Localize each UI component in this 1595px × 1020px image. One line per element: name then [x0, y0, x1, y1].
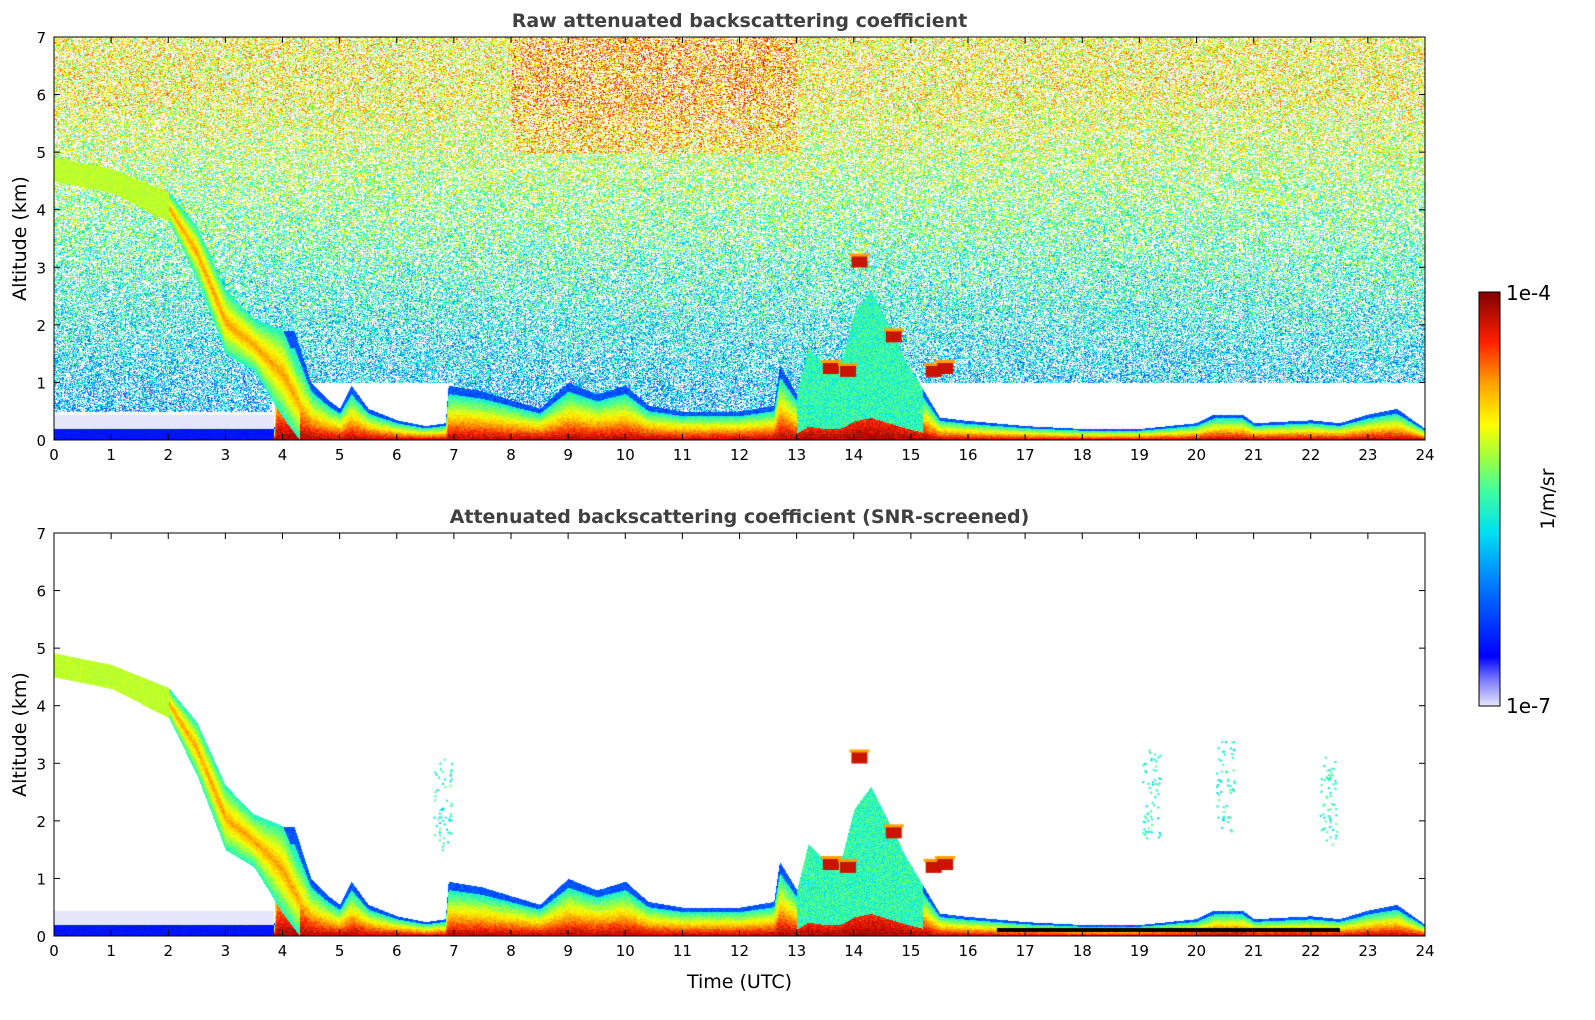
- colorbar-max-label: 1e-4: [1506, 281, 1551, 305]
- x-tick-label: 19: [1130, 446, 1149, 464]
- x-tick-label: 19: [1130, 942, 1149, 960]
- colorbar-min-label: 1e-7: [1506, 694, 1551, 718]
- x-tick-label: 13: [787, 446, 806, 464]
- panel-screened: Attenuated backscattering coefficient (S…: [9, 506, 1435, 993]
- x-tick-label: 21: [1244, 446, 1263, 464]
- x-tick-label: 8: [506, 942, 516, 960]
- x-tick-label: 1: [106, 446, 116, 464]
- x-tick-label: 20: [1187, 446, 1206, 464]
- x-tick-label: 3: [221, 942, 231, 960]
- x-tick-label: 11: [673, 942, 692, 960]
- x-tick-label: 11: [673, 446, 692, 464]
- y-tick-label: 0: [36, 432, 46, 450]
- plot-border: [54, 533, 1425, 936]
- x-tick-label: 6: [392, 942, 402, 960]
- y-tick-label: 7: [36, 29, 46, 47]
- x-tick-label: 0: [49, 942, 59, 960]
- y-tick-label: 4: [36, 202, 46, 220]
- x-tick-label: 24: [1415, 446, 1434, 464]
- x-tick-label: 2: [163, 942, 173, 960]
- y-tick-label: 0: [36, 928, 46, 946]
- y-tick-label: 1: [36, 374, 46, 392]
- x-tick-label: 2: [163, 446, 173, 464]
- x-tick-label: 22: [1301, 942, 1320, 960]
- x-tick-label: 24: [1415, 942, 1434, 960]
- x-tick-label: 7: [449, 446, 459, 464]
- y-tick-label: 7: [36, 525, 46, 543]
- x-tick-label: 21: [1244, 942, 1263, 960]
- x-tick-label: 17: [1016, 446, 1035, 464]
- colorbar-gradient: [1479, 292, 1500, 706]
- x-tick-label: 22: [1301, 446, 1320, 464]
- x-tick-label: 12: [730, 446, 749, 464]
- y-tick-label: 1: [36, 870, 46, 888]
- x-tick-label: 10: [616, 446, 635, 464]
- x-tick-label: 14: [844, 942, 863, 960]
- plot-title: Raw attenuated backscattering coefficien…: [512, 10, 968, 32]
- x-tick-label: 5: [335, 446, 345, 464]
- x-tick-label: 13: [787, 942, 806, 960]
- x-tick-label: 23: [1358, 446, 1377, 464]
- x-tick-label: 20: [1187, 942, 1206, 960]
- panel-raw: Raw attenuated backscattering coefficien…: [9, 10, 1435, 464]
- x-tick-label: 4: [278, 942, 288, 960]
- y-tick-label: 5: [36, 640, 46, 658]
- x-axis-label: Time (UTC): [686, 971, 792, 993]
- colorbar: 1e-4 1e-7 1/m/sr: [1479, 281, 1559, 718]
- x-tick-label: 4: [278, 446, 288, 464]
- x-tick-label: 10: [616, 942, 635, 960]
- x-tick-label: 6: [392, 446, 402, 464]
- plot-border: [54, 37, 1425, 440]
- x-tick-label: 15: [901, 446, 920, 464]
- x-tick-label: 23: [1358, 942, 1377, 960]
- x-tick-label: 8: [506, 446, 516, 464]
- x-tick-label: 0: [49, 446, 59, 464]
- y-tick-label: 3: [36, 259, 46, 277]
- x-tick-label: 16: [958, 446, 977, 464]
- x-tick-label: 16: [958, 942, 977, 960]
- y-tick-label: 2: [36, 813, 46, 831]
- x-tick-label: 18: [1073, 942, 1092, 960]
- y-axis-label: Altitude (km): [9, 672, 31, 797]
- x-tick-label: 18: [1073, 446, 1092, 464]
- y-tick-label: 3: [36, 755, 46, 773]
- plot-title: Attenuated backscattering coefficient (S…: [450, 506, 1030, 528]
- x-tick-label: 7: [449, 942, 459, 960]
- x-tick-label: 9: [563, 942, 573, 960]
- x-tick-label: 17: [1016, 942, 1035, 960]
- x-tick-label: 3: [221, 446, 231, 464]
- x-tick-label: 15: [901, 942, 920, 960]
- x-tick-label: 12: [730, 942, 749, 960]
- y-tick-label: 6: [36, 583, 46, 601]
- chart-frame: Raw attenuated backscattering coefficien…: [0, 0, 1595, 1020]
- y-tick-label: 5: [36, 144, 46, 162]
- colorbar-unit-label: 1/m/sr: [1537, 468, 1559, 529]
- y-tick-label: 6: [36, 87, 46, 105]
- y-tick-label: 4: [36, 698, 46, 716]
- x-tick-label: 5: [335, 942, 345, 960]
- y-tick-label: 2: [36, 317, 46, 335]
- x-tick-label: 14: [844, 446, 863, 464]
- x-tick-label: 1: [106, 942, 116, 960]
- y-axis-label: Altitude (km): [9, 176, 31, 301]
- x-tick-label: 9: [563, 446, 573, 464]
